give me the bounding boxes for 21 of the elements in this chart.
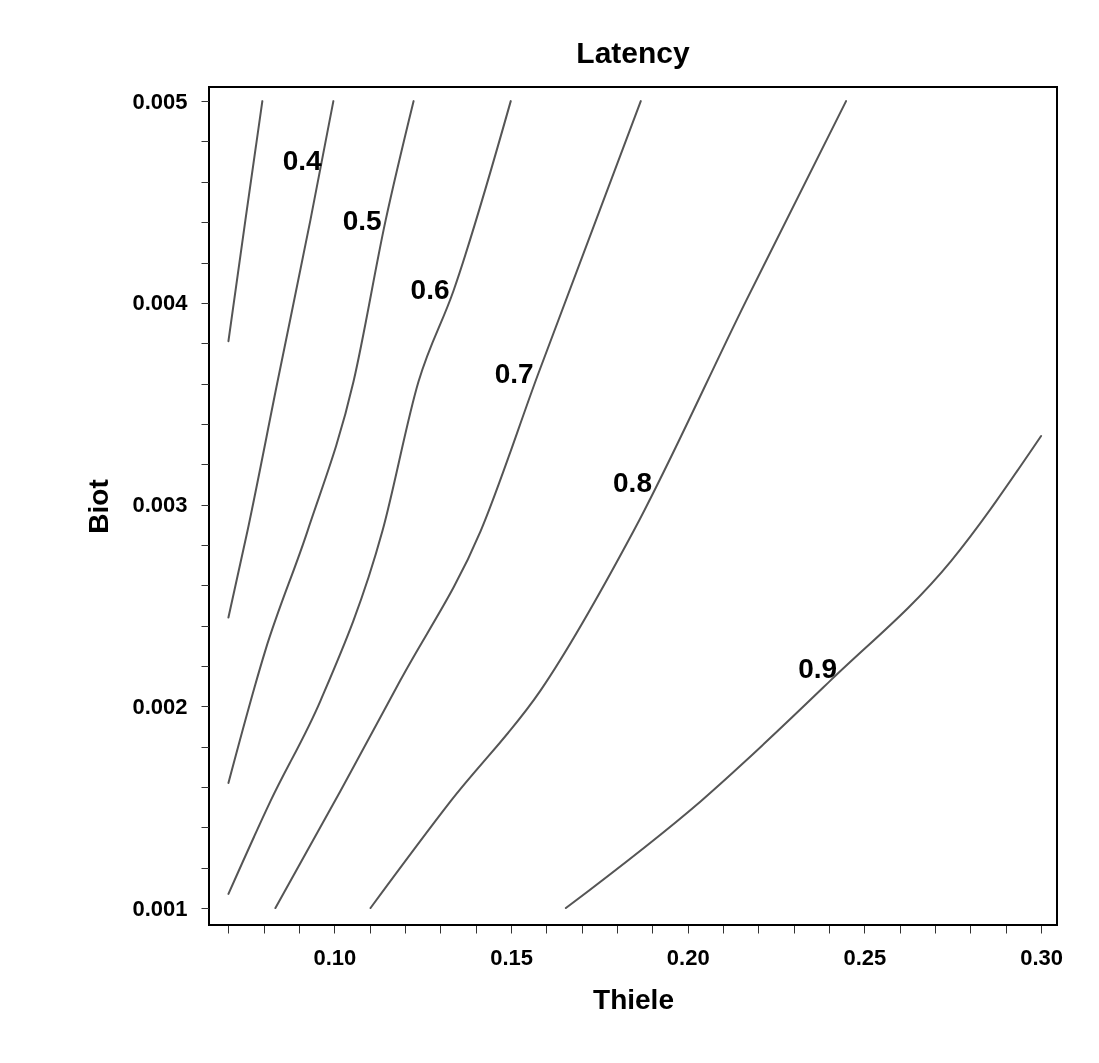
annotation: 0.7 [494, 358, 534, 390]
annotation: 0.6 [410, 273, 450, 305]
y-tick-label: 0.002 [132, 693, 188, 719]
annotation: 0.8 [613, 467, 652, 499]
annotation: 0.9 [798, 653, 838, 685]
y-tick-label: 0.005 [132, 88, 188, 114]
line-series [564, 435, 1043, 910]
line-series [227, 100, 335, 619]
y-axis-title: Biot [83, 479, 115, 534]
x-axis-title: Thiele [593, 983, 674, 1015]
x-tick-label: 0.20 [666, 944, 710, 970]
y-tick-label: 0.003 [132, 492, 188, 518]
x-tick-label: 0.15 [490, 944, 534, 970]
chart-title: Latency [576, 36, 690, 69]
annotation: 0.4 [282, 144, 323, 176]
x-tick-label: 0.25 [843, 944, 887, 970]
annotation: 0.5 [342, 205, 382, 237]
y-tick-label: 0.004 [132, 290, 189, 316]
y-tick-label: 0.001 [132, 895, 188, 921]
x-tick-label: 0.30 [1020, 944, 1064, 970]
x-tick-label: 0.10 [313, 944, 357, 970]
